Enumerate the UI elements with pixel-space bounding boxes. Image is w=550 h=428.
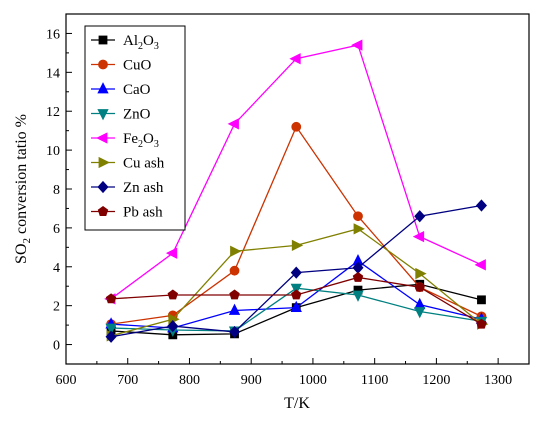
x-tick-label: 900 (241, 373, 262, 388)
data-point (291, 121, 302, 132)
y-tick-label: 14 (46, 66, 60, 81)
y-axis-label: SO2 conversion tatio % (13, 114, 33, 264)
x-tick-label: 600 (56, 373, 77, 388)
legend-marker (97, 109, 109, 121)
legend-label: CaO (123, 82, 151, 98)
series (105, 271, 487, 329)
data-point (165, 247, 178, 259)
data-point (167, 319, 179, 333)
legend-label: CuO (123, 58, 152, 74)
x-axis: 600 700 800 900 1000 1100 1200 1300 (56, 358, 512, 388)
x-tick-label: 700 (117, 373, 138, 388)
data-point (229, 289, 240, 300)
x-tick-label: 800 (179, 373, 200, 388)
y-tick-label: 8 (53, 183, 60, 198)
data-point (476, 318, 487, 329)
legend-label: ZnO (123, 107, 151, 123)
y-tick-label: 6 (53, 222, 60, 237)
data-point (474, 259, 486, 271)
x-tick-label: 1200 (422, 373, 450, 388)
data-point (228, 303, 241, 315)
legend-entry: ZnO (91, 107, 151, 123)
x-tick-label: 1100 (361, 373, 388, 388)
legend-marker (97, 180, 109, 194)
legend-entry: CuO (91, 58, 152, 74)
legend-entry: Cu ash (91, 156, 165, 172)
legend-entry: Zn ash (91, 180, 164, 196)
data-point (414, 307, 426, 319)
data-point (477, 295, 486, 305)
y-axis: 0 2 4 6 8 10 12 14 16 (46, 27, 72, 354)
x-tick-label: 1300 (484, 373, 512, 388)
y-axis-label-subscript: 2 (21, 238, 33, 244)
data-point (290, 300, 302, 313)
data-point (105, 293, 117, 304)
data-point (289, 53, 301, 65)
x-axis-label: T/K (284, 395, 310, 412)
legend-marker (98, 35, 108, 45)
data-point (228, 325, 241, 339)
legend-label: Cu ash (123, 156, 165, 172)
legend-label: Fe2O3 (123, 131, 159, 150)
data-point (352, 271, 364, 282)
legend-marker (97, 206, 109, 216)
data-point (414, 210, 426, 223)
data-point (105, 323, 117, 335)
data-point (351, 39, 363, 51)
legend-entry: Pb ash (91, 205, 163, 221)
data-point (105, 330, 117, 343)
y-axis-label-main: SO (13, 244, 30, 264)
data-point (415, 267, 427, 280)
y-tick-label: 10 (46, 144, 60, 159)
data-point (352, 290, 364, 302)
legend: Al2O3 CuO CaO ZnO Fe2O3 Cu ash Zn ash Pb ash (84, 25, 186, 231)
data-point (475, 199, 488, 212)
legend-marker (98, 156, 110, 169)
data-point (290, 266, 302, 279)
series-layer (104, 39, 489, 343)
y-tick-label: 12 (46, 105, 60, 120)
data-point (227, 118, 239, 130)
data-point (414, 281, 425, 292)
legend-marker (96, 132, 108, 144)
legend-label: Al2O3 (123, 33, 159, 52)
legend-marker (98, 59, 108, 70)
data-point (291, 239, 304, 252)
y-tick-label: 2 (53, 300, 60, 315)
series (105, 199, 488, 343)
data-point (167, 289, 179, 300)
y-axis-label-rest: conversion tatio % (13, 114, 30, 238)
y-tick-label: 16 (46, 27, 60, 42)
data-point (412, 230, 425, 243)
legend-marker (97, 82, 109, 94)
legend-entry: CaO (91, 82, 151, 98)
legend-entry: Al2O3 (91, 33, 159, 52)
data-point (229, 265, 240, 276)
data-point (353, 223, 365, 235)
legend-box (84, 25, 186, 231)
legend-label: Pb ash (123, 205, 163, 221)
x-tick-label: 1000 (299, 373, 327, 388)
legend-label: Zn ash (123, 180, 164, 196)
data-point (291, 289, 302, 300)
legend-entry: Fe2O3 (91, 131, 159, 150)
data-point (230, 245, 242, 257)
data-point (290, 283, 302, 296)
y-tick-label: 4 (53, 261, 60, 276)
data-point (353, 211, 363, 222)
y-tick-label: 0 (53, 339, 60, 354)
